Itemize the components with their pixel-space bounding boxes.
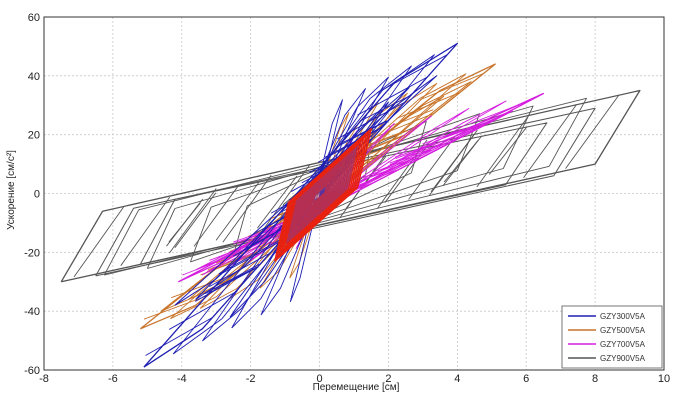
unloading-branch [359, 158, 418, 182]
x-tick-label: 0 [316, 373, 322, 385]
unloading-branch [388, 109, 434, 128]
y-tick-label: -60 [24, 365, 40, 377]
unloading-branch [168, 292, 236, 330]
unloading-branch [476, 116, 529, 188]
unloading-branch [565, 95, 620, 169]
legend-label: GZY300V5A [600, 312, 646, 321]
hysteresis-loop [103, 97, 587, 276]
y-tick-label: 0 [34, 189, 40, 201]
unloading-branch [194, 266, 258, 302]
unloading-branch [443, 139, 479, 183]
unloading-branch [394, 143, 434, 158]
legend: GZY300V5A GZY500V5A GZY700V5A GZY900V5A [561, 305, 663, 369]
x-tick-label: 4 [454, 373, 460, 385]
unloading-branch [408, 135, 456, 200]
hysteresis-loop [276, 131, 370, 259]
x-tick-label: -4 [177, 373, 187, 385]
y-tick-label: 20 [28, 130, 40, 142]
x-tick-label: 10 [658, 373, 670, 385]
unloading-branch [470, 99, 532, 124]
unloading-branch [324, 126, 382, 158]
legend-label: GZY500V5A [600, 326, 646, 335]
unloading-branch [371, 113, 433, 140]
unloading-branch [208, 253, 270, 288]
y-tick-label: 40 [28, 71, 40, 83]
hysteresis-loop [189, 113, 481, 263]
unloading-branch [419, 73, 484, 101]
unloading-branch [73, 206, 125, 278]
core-fill [286, 145, 359, 245]
hysteresis-loop [201, 100, 507, 276]
unloading-branch [174, 192, 217, 248]
hysteresis-loop [177, 92, 545, 283]
x-tick-label: 6 [523, 373, 529, 385]
hysteresis-loop [274, 128, 373, 262]
y-tick-label: 60 [28, 12, 40, 24]
unloading-branch [169, 188, 217, 254]
unloading-branch [182, 251, 243, 276]
hysteresis-loop [282, 140, 362, 249]
unloading-branch [377, 149, 432, 172]
unloading-branch [366, 130, 407, 146]
hysteresis-loop [225, 108, 470, 269]
x-tick-label: -2 [246, 373, 256, 385]
hysteresis-loop [146, 105, 534, 269]
unloading-branch [488, 126, 528, 175]
unloading-branch [145, 316, 213, 356]
legend-label: GZY700V5A [600, 340, 646, 349]
unloading-branch [376, 139, 428, 209]
hysteresis-loop [278, 134, 367, 255]
unloading-branch [523, 104, 577, 179]
hysteresis-loop [60, 89, 641, 283]
unloading-branch [221, 241, 280, 275]
unloading-branch [361, 130, 409, 149]
unloading-branch [317, 127, 382, 163]
hysteresis-loop [172, 54, 435, 355]
unloading-branch [120, 196, 171, 266]
unloading-branch [257, 175, 298, 229]
unloading-branch [389, 144, 440, 164]
unloading-branch [336, 120, 388, 148]
unloading-branch [193, 184, 240, 247]
unloading-branch [396, 92, 460, 119]
unloading-branch [395, 142, 440, 160]
unloading-branch [430, 134, 475, 192]
unloading-branch [222, 175, 272, 243]
hysteresis-loop [139, 122, 548, 265]
unloading-branch [357, 76, 428, 116]
y-tick-label: -20 [24, 247, 40, 259]
unloading-branch [445, 112, 507, 137]
series-core [274, 128, 373, 262]
x-tick-label: -6 [108, 373, 118, 385]
unloading-branch [342, 120, 387, 143]
x-axis-label: Перемещение [см] [313, 382, 400, 393]
unloading-branch [204, 263, 260, 295]
unloading-branch [376, 54, 448, 94]
series-layer [60, 42, 641, 368]
unloading-branch [422, 128, 465, 145]
unloading-branch [337, 101, 405, 140]
unloading-branch [166, 198, 204, 247]
series-gzy900v5a [60, 89, 641, 283]
unloading-branch [215, 180, 261, 241]
unloading-branch [218, 237, 284, 275]
unloading-branch [362, 158, 414, 179]
plot-frame [43, 16, 665, 371]
unloading-branch [143, 295, 208, 320]
x-tick-label: -8 [39, 373, 49, 385]
x-tick-label: 8 [592, 373, 598, 385]
legend-label: GZY900V5A [600, 354, 646, 363]
y-tick-label: -40 [24, 306, 40, 318]
unloading-branch [258, 164, 310, 237]
x-tick-label: 2 [385, 373, 391, 385]
hysteresis-loop [280, 137, 365, 252]
unloading-branch [359, 96, 409, 122]
hysteresis-loop [95, 107, 596, 277]
unloading-branch [389, 143, 445, 166]
y-axis-label: Ускорение [см/с²] [6, 150, 17, 230]
